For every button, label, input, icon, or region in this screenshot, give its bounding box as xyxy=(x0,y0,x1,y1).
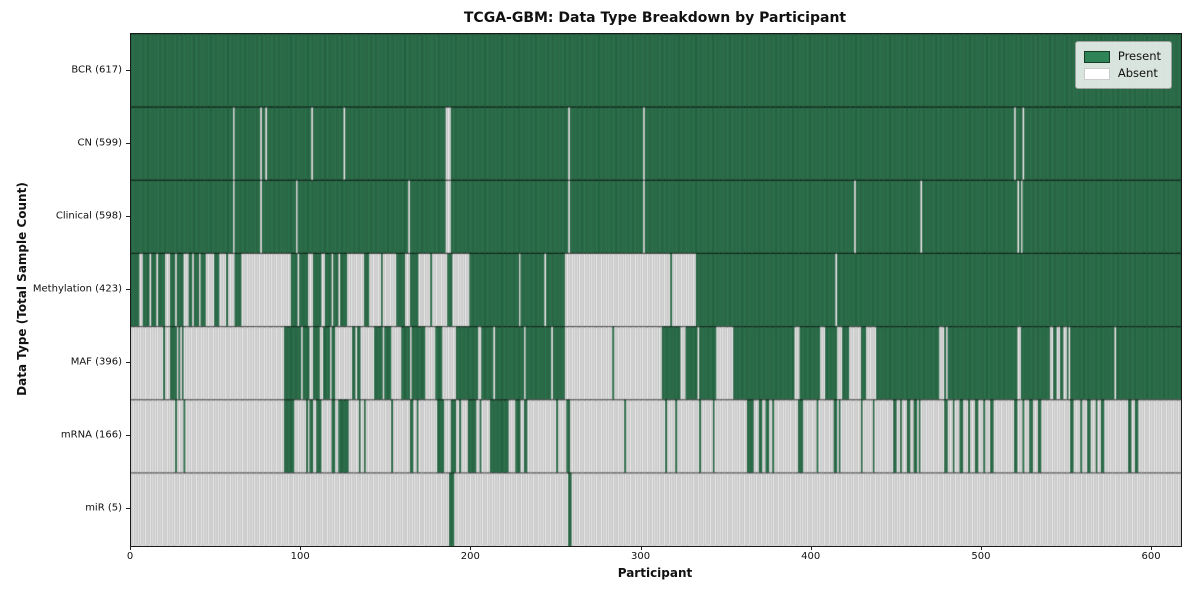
heatmap-canvas xyxy=(131,34,1181,546)
x-tick-label: 300 xyxy=(630,551,651,562)
x-tick xyxy=(640,546,642,550)
y-tick-label: Methylation (423) xyxy=(32,283,122,295)
y-tick xyxy=(126,362,130,364)
y-tick xyxy=(126,69,130,71)
y-tick xyxy=(126,289,130,290)
x-tick-label: 200 xyxy=(460,551,480,562)
x-tick xyxy=(810,546,812,550)
y-tick-label: BCR (617) xyxy=(71,64,122,76)
y-tick xyxy=(126,215,130,217)
absent-swatch-icon xyxy=(1083,67,1110,80)
legend-absent-label: Absent xyxy=(1117,66,1158,80)
legend-item-absent: Absent xyxy=(1083,65,1161,82)
x-tick-label: 600 xyxy=(1141,551,1161,562)
x-tick-label: 0 xyxy=(126,551,134,562)
present-swatch-icon xyxy=(1083,50,1110,63)
x-tick xyxy=(130,546,131,550)
x-tick xyxy=(980,546,982,550)
chart-title: TCGA-GBM: Data Type Breakdown by Partici… xyxy=(463,10,847,26)
x-tick xyxy=(1151,546,1153,550)
y-tick-label: Clinical (598) xyxy=(55,210,122,222)
x-tick-label: 500 xyxy=(971,551,991,562)
y-tick xyxy=(126,435,130,437)
x-axis-label: Participant xyxy=(617,566,693,580)
y-axis-label: Data Type (Total Sample Count) xyxy=(15,182,29,396)
x-tick-label: 400 xyxy=(801,551,821,562)
y-tick xyxy=(126,142,130,144)
x-tick xyxy=(470,546,472,550)
y-tick xyxy=(126,508,130,510)
legend: Present Absent xyxy=(1074,41,1172,89)
y-tick-label: mRNA (166) xyxy=(60,429,122,441)
plot-area xyxy=(130,33,1182,547)
y-tick-label: CN (599) xyxy=(77,137,122,149)
legend-item-present: Present xyxy=(1083,48,1161,65)
x-tick-label: 100 xyxy=(290,551,310,562)
x-tick xyxy=(300,546,302,550)
y-tick-label: MAF (396) xyxy=(70,356,122,368)
y-tick-label: miR (5) xyxy=(85,502,122,514)
legend-present-label: Present xyxy=(1117,49,1161,63)
